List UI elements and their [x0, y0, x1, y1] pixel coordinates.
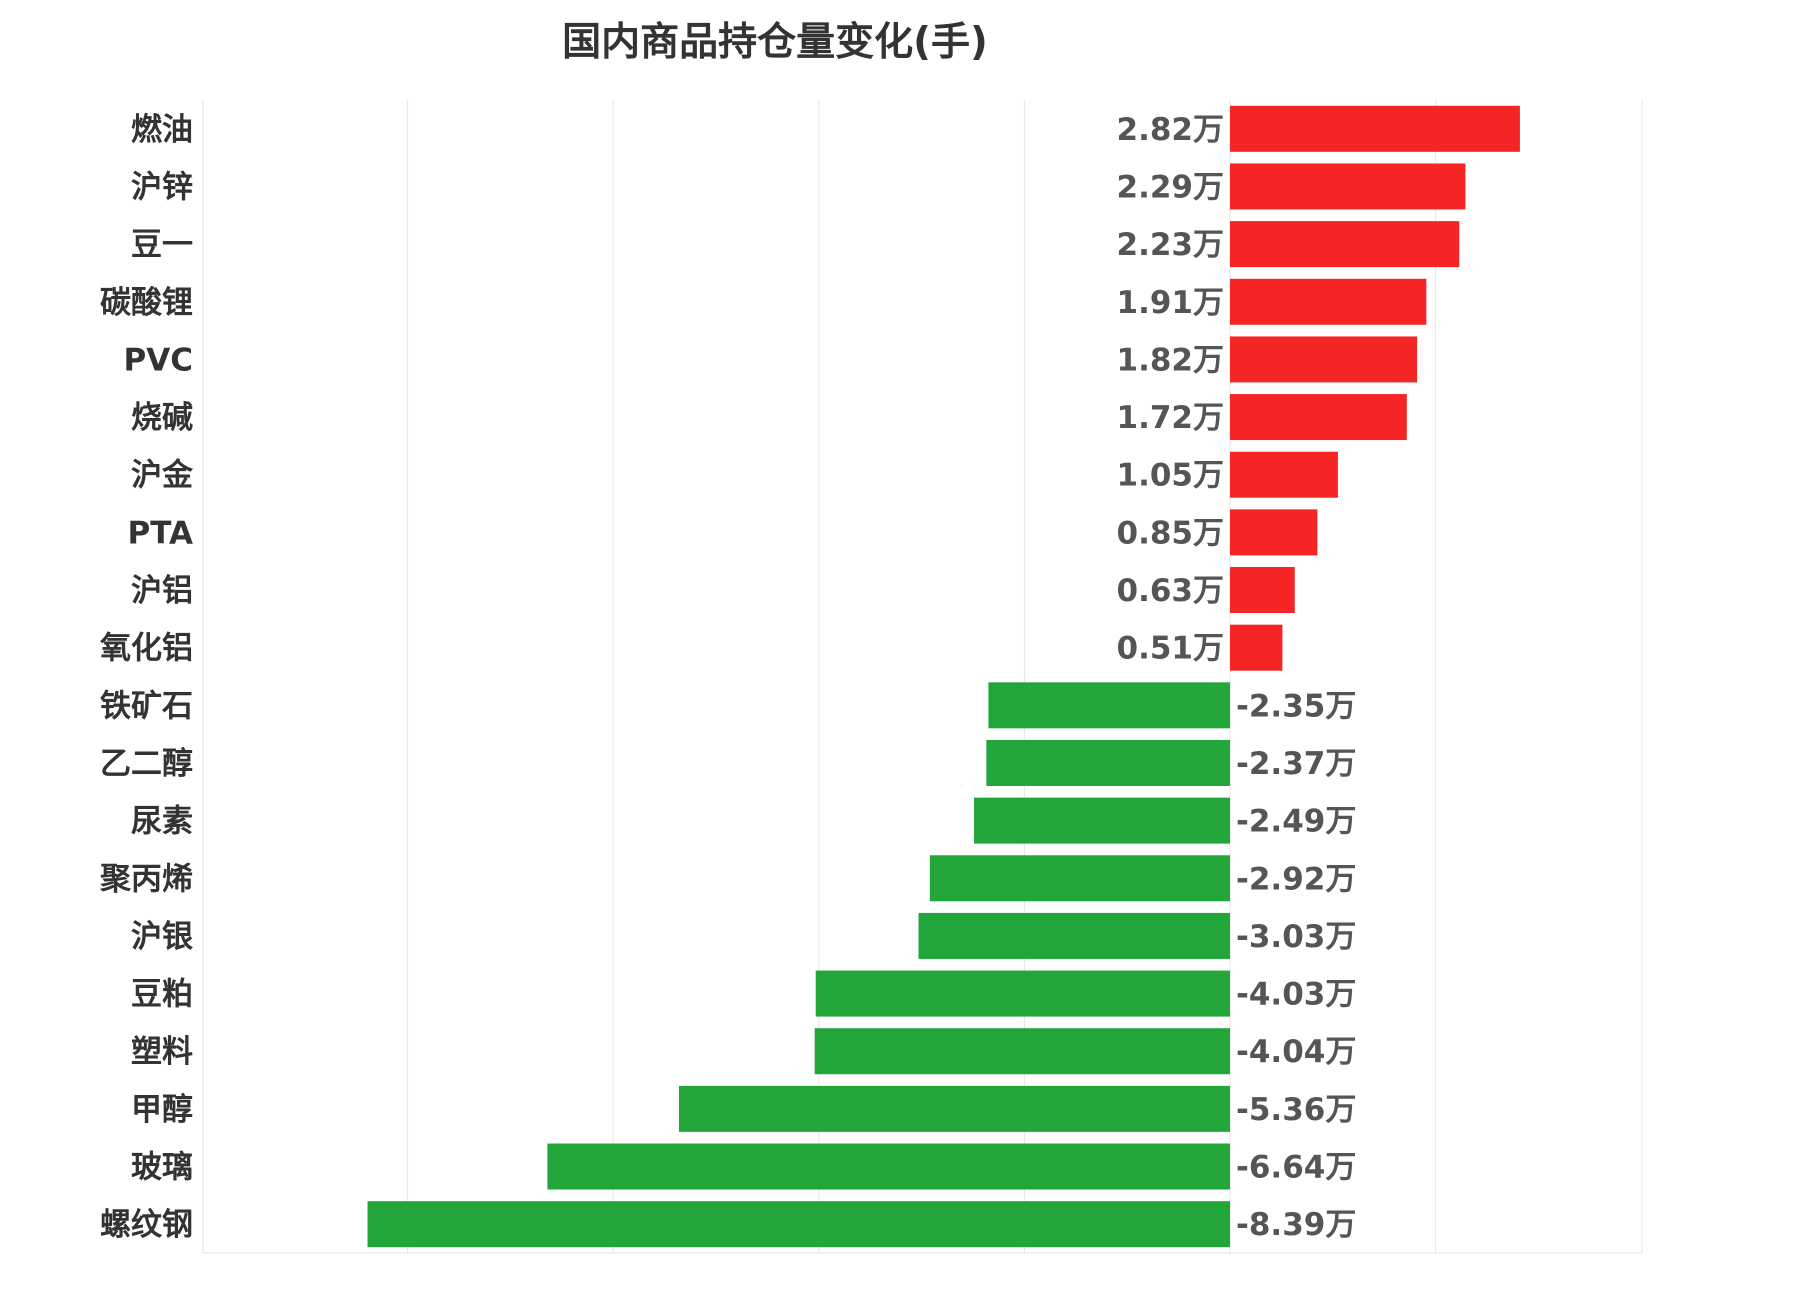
- category-label: 碳酸锂: [100, 285, 193, 321]
- category-label: 甲醇: [131, 1092, 193, 1128]
- value-label: -4.03万: [1236, 977, 1356, 1013]
- category-label: 乙二醇: [100, 746, 193, 782]
- value-label: -3.03万: [1236, 919, 1356, 955]
- bar: [814, 1028, 1230, 1075]
- value-label: 2.29万: [1117, 169, 1225, 205]
- category-label: 玻璃: [131, 1150, 193, 1186]
- category-label: 豆粕: [131, 977, 193, 1013]
- value-label: -2.37万: [1236, 746, 1356, 782]
- bar: [1230, 163, 1466, 210]
- bar: [1230, 278, 1427, 325]
- chart-title: 国内商品持仓量变化(手): [562, 20, 988, 65]
- value-label: 0.63万: [1117, 573, 1225, 609]
- category-label: PVC: [124, 342, 193, 378]
- bar: [1230, 451, 1338, 498]
- bar: [1230, 624, 1283, 671]
- category-label: 烧碱: [131, 400, 193, 436]
- grid-lines: [202, 100, 1643, 1254]
- category-label: 聚丙烯: [99, 861, 193, 897]
- value-label: 0.51万: [1117, 631, 1225, 667]
- bar: [1230, 105, 1520, 152]
- category-label: 沪金: [131, 458, 194, 494]
- value-label: 1.72万: [1117, 400, 1225, 436]
- value-label: 1.91万: [1117, 285, 1225, 321]
- bar: [1230, 567, 1295, 614]
- value-label: -5.36万: [1236, 1092, 1356, 1128]
- bar: [918, 912, 1230, 959]
- bar: [1230, 394, 1407, 441]
- value-label: 1.82万: [1117, 342, 1225, 378]
- bar: [974, 797, 1230, 844]
- value-label: -2.92万: [1236, 861, 1356, 897]
- value-label: -8.39万: [1236, 1207, 1356, 1243]
- bar: [929, 855, 1230, 902]
- bar: [986, 739, 1230, 786]
- bar: [815, 970, 1230, 1017]
- category-label: 螺纹钢: [100, 1207, 193, 1243]
- value-label: -6.64万: [1236, 1150, 1356, 1186]
- value-label: 2.82万: [1117, 112, 1225, 148]
- category-label: 铁矿石: [100, 688, 193, 724]
- value-label: -4.04万: [1236, 1034, 1356, 1070]
- bars-group: [367, 105, 1520, 1248]
- category-label: 沪锌: [131, 169, 193, 205]
- category-label: 沪铝: [131, 573, 193, 609]
- category-label: PTA: [128, 515, 193, 551]
- value-label: 2.23万: [1117, 227, 1225, 263]
- bar: [1230, 221, 1460, 268]
- value-label: -2.35万: [1236, 688, 1356, 724]
- bar: [1230, 336, 1418, 383]
- category-label: 尿素: [131, 804, 193, 840]
- value-label: 0.85万: [1117, 515, 1225, 551]
- bar: [367, 1201, 1230, 1248]
- category-label: 豆一: [131, 227, 193, 263]
- value-labels: 2.82万 2.29万 2.23万 1.91万 1.82万 1.72万 1.05万 0.85万…: [1117, 112, 1357, 1243]
- bar: [678, 1085, 1230, 1132]
- bar: [1230, 509, 1318, 556]
- value-label: -2.49万: [1236, 804, 1356, 840]
- category-label: 燃油: [131, 112, 193, 148]
- category-label: 氧化铝: [100, 631, 193, 667]
- category-label: 沪银: [131, 919, 193, 955]
- category-label: 塑料: [131, 1034, 193, 1070]
- value-label: 1.05万: [1117, 458, 1225, 494]
- bar: [988, 682, 1230, 729]
- bar: [547, 1143, 1230, 1190]
